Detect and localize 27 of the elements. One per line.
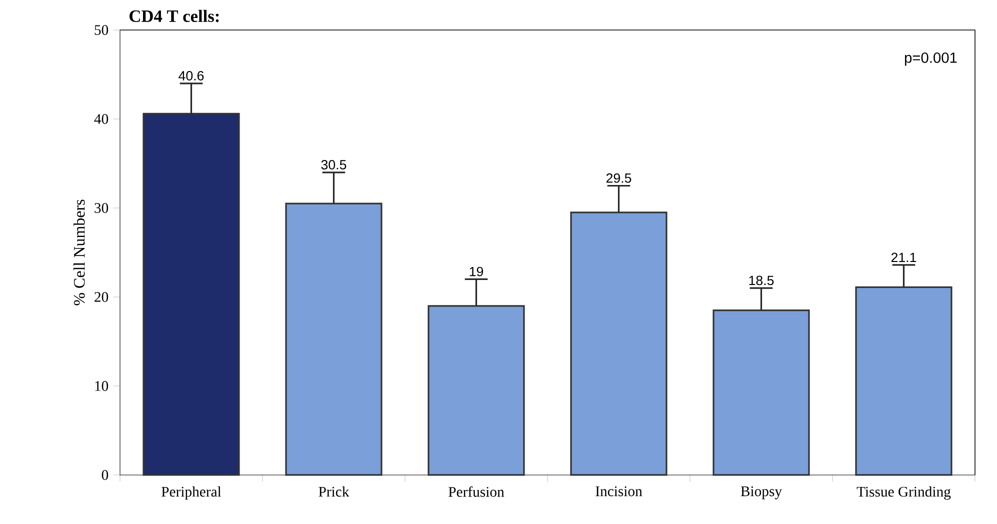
chart-title: CD4 T cells:: [130, 10, 219, 22]
bar: [570, 212, 668, 476]
data-label: 19: [470, 266, 484, 276]
y-tick-label: 20: [94, 292, 108, 302]
data-label: 21.1: [891, 252, 916, 262]
data-label: 40.6: [178, 71, 204, 80]
bar: [855, 286, 952, 476]
bar: [285, 202, 382, 476]
y-tick-label: 50: [94, 25, 108, 35]
data-label: 29.5: [606, 173, 632, 183]
bar: [142, 112, 240, 476]
y-axis-title: % Cell Numbers: [73, 200, 85, 306]
y-tick-label: 30: [94, 203, 108, 213]
y-tick-label: 40: [94, 114, 108, 124]
data-label: 30.5: [321, 160, 346, 170]
bar: [712, 310, 810, 476]
annotation: p=0.001: [904, 52, 957, 66]
data-label: 18.5: [749, 276, 774, 286]
x-tick-label: Prick: [318, 486, 350, 497]
x-tick-label: Peripheral: [162, 486, 222, 500]
x-tick-label: Biopsy: [740, 486, 782, 500]
bar: [428, 305, 525, 476]
y-tick-label: 10: [95, 381, 108, 391]
x-tick-label: Incision: [596, 486, 642, 496]
x-tick-label: Tissue Grinding: [856, 486, 951, 500]
y-tick-label: 0: [102, 470, 108, 480]
x-tick-label: Perfusion: [448, 486, 504, 497]
